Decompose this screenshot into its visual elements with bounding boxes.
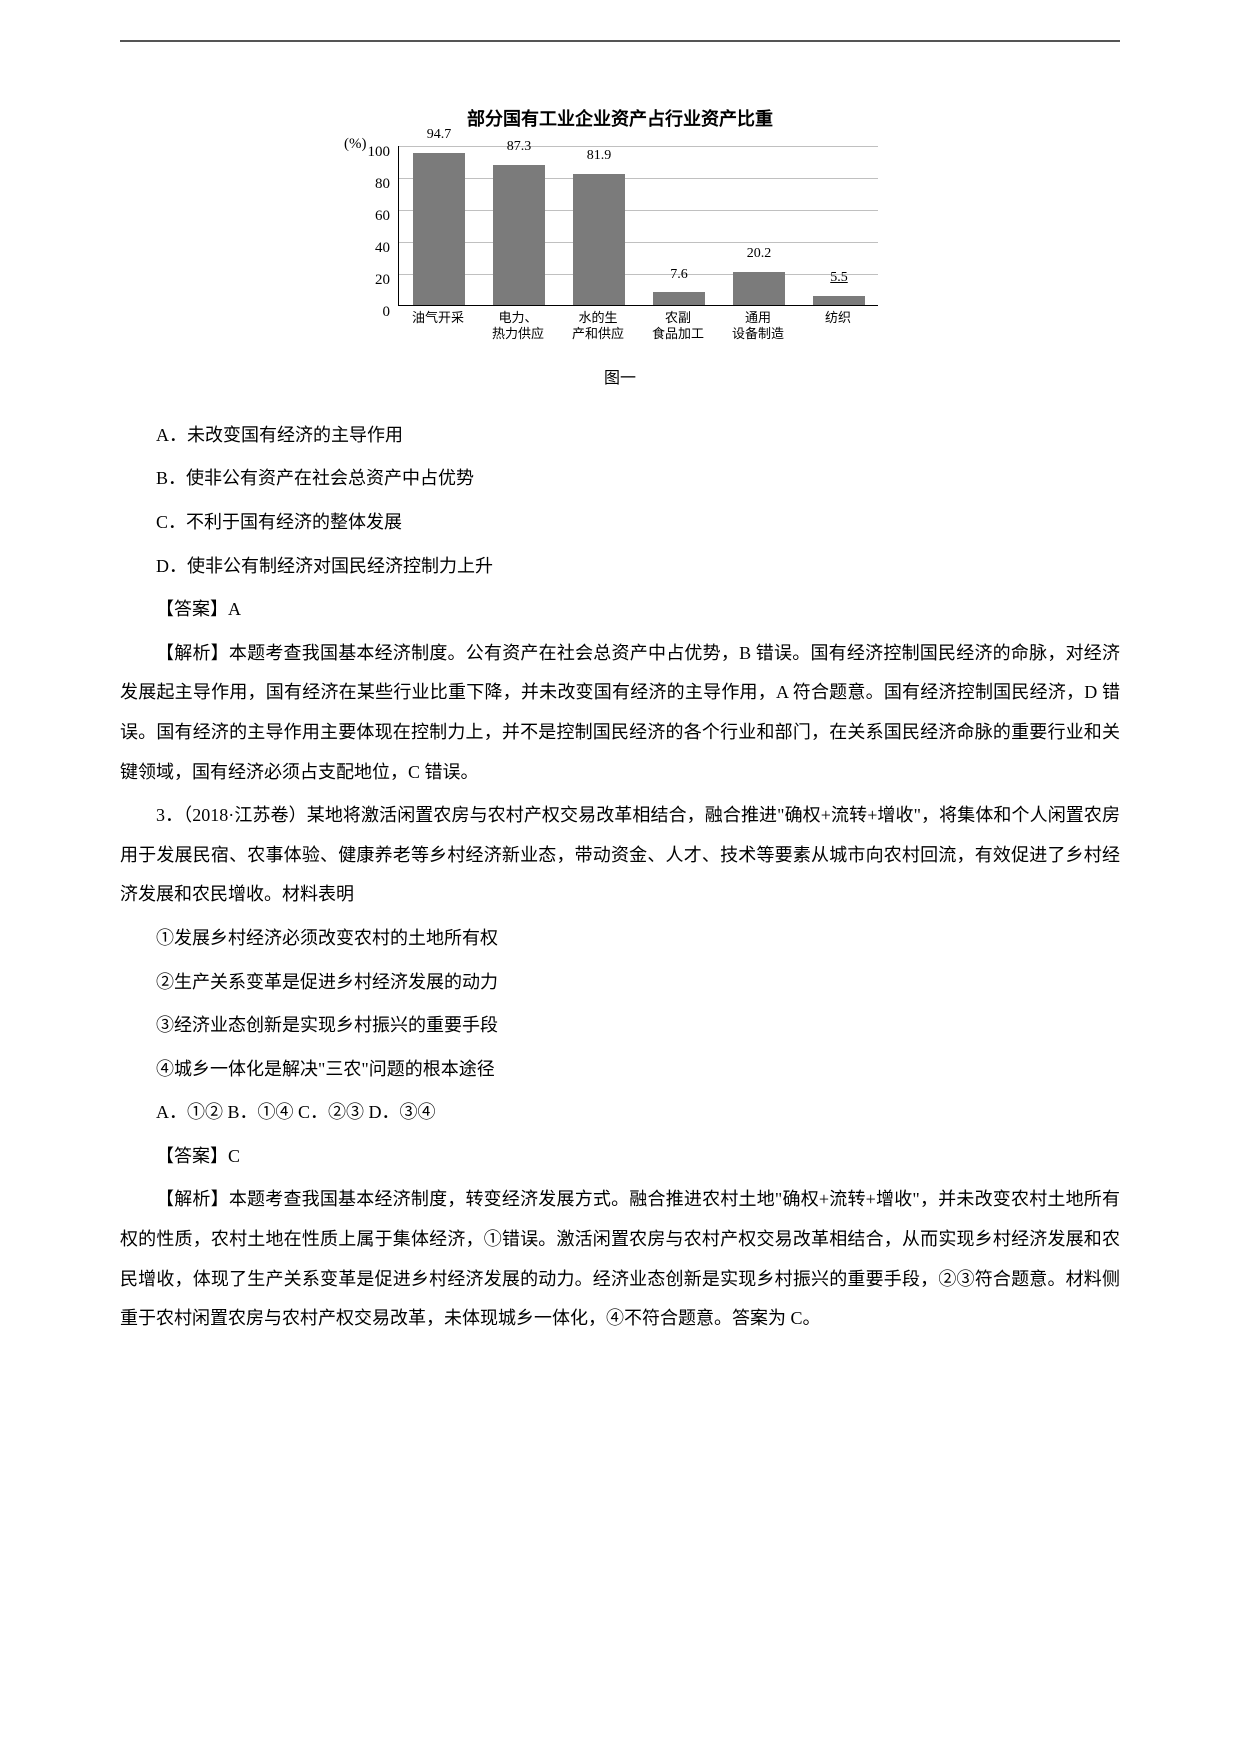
bar xyxy=(733,272,785,304)
bar-group: 81.9 xyxy=(559,141,639,305)
x-label: 纺织 xyxy=(798,310,878,327)
x-label: 水的生产和供应 xyxy=(558,310,638,344)
answer-1: 【答案】A xyxy=(120,590,1120,630)
bar xyxy=(573,174,625,305)
statement-4: ④城乡一体化是解决"三农"问题的根本途径 xyxy=(120,1050,1120,1090)
statement-3: ③经济业态创新是实现乡村振兴的重要手段 xyxy=(120,1006,1120,1046)
y-tick: 100 xyxy=(360,136,390,169)
answer-3: 【答案】C xyxy=(120,1137,1120,1177)
bar-group: 94.7 xyxy=(399,120,479,304)
chart-plot: 94.787.381.97.620.25.5 xyxy=(398,146,878,306)
bar xyxy=(653,292,705,304)
y-tick: 0 xyxy=(360,296,390,329)
bar-group: 7.6 xyxy=(639,260,719,305)
bar-group: 20.2 xyxy=(719,239,799,304)
statement-1: ①发展乡村经济必须改变农村的土地所有权 xyxy=(120,919,1120,959)
y-tick: 40 xyxy=(360,232,390,265)
bar-value: 94.7 xyxy=(427,120,452,151)
bar-value: 5.5 xyxy=(830,263,848,294)
bar-group: 5.5 xyxy=(799,263,879,305)
chart-area: (%) 020406080100 94.787.381.97.620.25.5 … xyxy=(350,146,890,326)
bar-value: 7.6 xyxy=(670,260,688,291)
option-b: B．使非公有资产在社会总资产中占优势 xyxy=(120,459,1120,499)
bar-value: 87.3 xyxy=(507,132,532,163)
bar xyxy=(493,165,545,305)
analysis-3: 【解析】本题考查我国基本经济制度，转变经济发展方式。融合推进农村土地"确权+流转… xyxy=(120,1180,1120,1338)
x-label: 农副食品加工 xyxy=(638,310,718,344)
y-tick: 20 xyxy=(360,264,390,297)
bar-value: 20.2 xyxy=(747,239,772,270)
x-label: 油气开采 xyxy=(398,310,478,327)
question-3-stem: 3．（2018·江苏卷）某地将激活闲置农房与农村产权交易改革相结合，融合推进"确… xyxy=(120,796,1120,915)
analysis-label-3: 【解析】 xyxy=(156,1189,229,1209)
statement-2: ②生产关系变革是促进乡村经济发展的动力 xyxy=(120,963,1120,1003)
option-a: A．未改变国有经济的主导作用 xyxy=(120,416,1120,456)
figure-label: 图一 xyxy=(120,361,1120,396)
bar-chart-container: 部分国有工业企业资产占行业资产比重 (%) 020406080100 94.78… xyxy=(340,100,900,326)
x-label: 通用设备制造 xyxy=(718,310,798,344)
top-divider xyxy=(120,40,1120,42)
option-c: C．不利于国有经济的整体发展 xyxy=(120,503,1120,543)
bar xyxy=(413,153,465,305)
option-d: D．使非公有制经济对国民经济控制力上升 xyxy=(120,547,1120,587)
question-3-choices: A．①② B．①④ C．②③ D．③④ xyxy=(120,1093,1120,1133)
y-tick: 60 xyxy=(360,200,390,233)
analysis-3-text: 本题考查我国基本经济制度，转变经济发展方式。融合推进农村土地"确权+流转+增收"… xyxy=(120,1189,1120,1328)
analysis-1-text: 本题考查我国基本经济制度。公有资产在社会总资产中占优势，B 错误。国有经济控制国… xyxy=(120,643,1120,782)
analysis-1: 【解析】本题考查我国基本经济制度。公有资产在社会总资产中占优势，B 错误。国有经… xyxy=(120,634,1120,792)
analysis-label: 【解析】 xyxy=(156,643,229,663)
bar xyxy=(813,296,865,305)
bar-value: 81.9 xyxy=(587,141,612,172)
y-tick: 80 xyxy=(360,168,390,201)
bar-group: 87.3 xyxy=(479,132,559,304)
x-label: 电力、热力供应 xyxy=(478,310,558,344)
